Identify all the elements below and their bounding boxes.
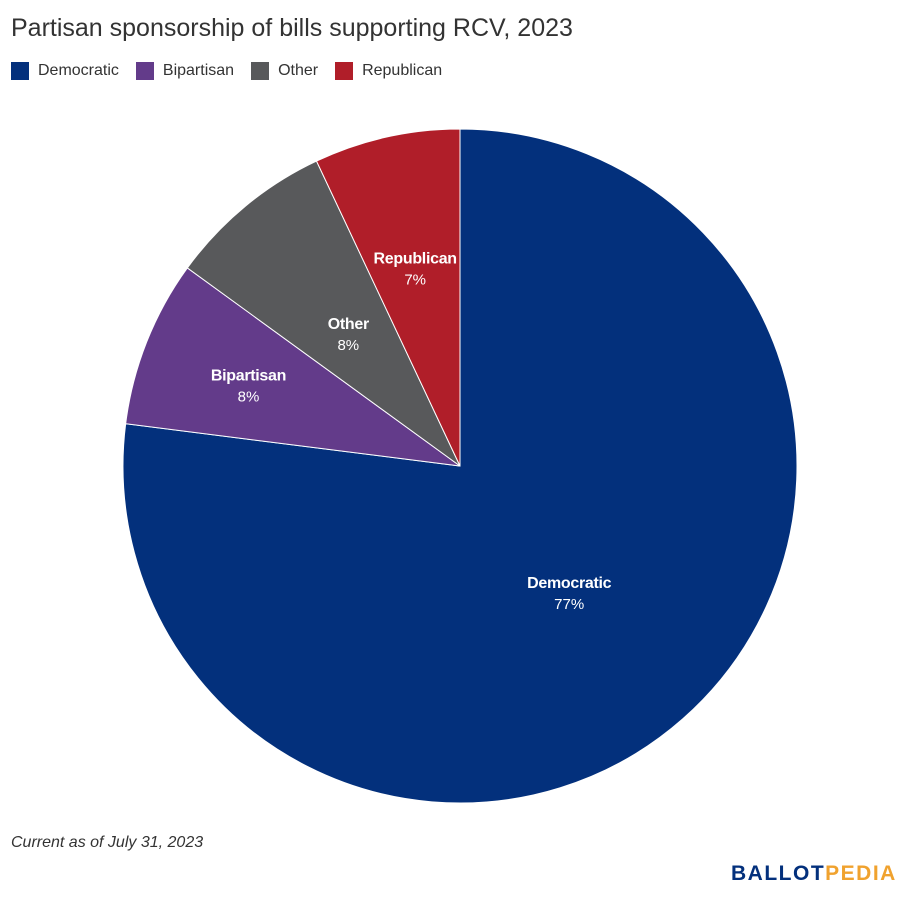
pie-slice-other[interactable] xyxy=(186,160,461,467)
legend: Democratic Bipartisan Other Republican xyxy=(11,62,459,80)
legend-item-other[interactable]: Other xyxy=(251,62,318,80)
slice-value-bipartisan: 8% xyxy=(238,388,260,405)
legend-swatch-democratic xyxy=(11,62,29,80)
legend-label-bipartisan: Bipartisan xyxy=(162,62,235,79)
pie-slice-democratic[interactable] xyxy=(122,128,798,804)
slice-value-other: 8% xyxy=(337,337,359,354)
legend-swatch-bipartisan xyxy=(135,62,154,80)
slice-value-republican: 7% xyxy=(404,271,426,288)
slice-label-bipartisan: Bipartisan xyxy=(211,367,286,384)
pie-slice-republican[interactable] xyxy=(315,128,461,467)
legend-label-republican: Republican xyxy=(362,62,443,79)
slice-label-other: Other xyxy=(328,316,369,333)
legend-label-democratic: Democratic xyxy=(38,62,119,79)
pie-slice-bipartisan[interactable] xyxy=(125,267,461,467)
slice-value-democratic: 77% xyxy=(554,596,584,613)
logo-part-pedia: PEDIA xyxy=(825,862,897,885)
legend-label-other: Other xyxy=(278,62,319,79)
logo-part-ballot: BALLOT xyxy=(731,862,826,885)
slice-label-republican: Republican xyxy=(374,250,457,267)
footnote-date: Current as of July 31, 2023 xyxy=(11,834,204,851)
legend-item-bipartisan[interactable]: Bipartisan xyxy=(135,62,235,80)
slice-label-democratic: Democratic xyxy=(527,575,612,592)
chart-title: Partisan sponsorship of bills supporting… xyxy=(11,14,573,42)
legend-swatch-republican xyxy=(335,62,354,80)
legend-item-republican[interactable]: Republican xyxy=(335,62,442,80)
legend-swatch-other xyxy=(251,62,270,80)
legend-item-democratic[interactable]: Democratic xyxy=(11,62,119,80)
ballotpedia-logo: BALLOTPEDIA xyxy=(731,862,897,886)
